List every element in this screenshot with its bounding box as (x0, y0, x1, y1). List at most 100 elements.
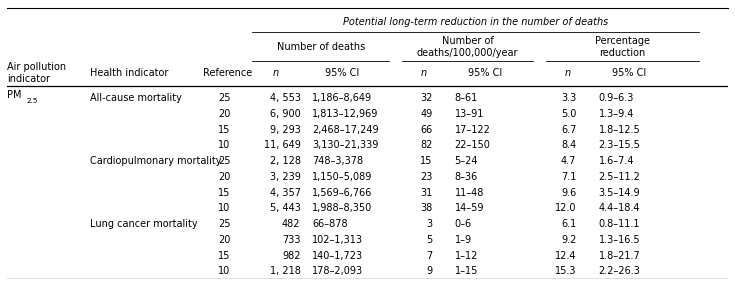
Text: 1.8–21.7: 1.8–21.7 (599, 251, 640, 261)
Text: 25: 25 (218, 93, 231, 103)
Text: 13–91: 13–91 (455, 109, 484, 119)
Text: 982: 982 (282, 251, 301, 261)
Text: 0.8–11.1: 0.8–11.1 (599, 219, 640, 229)
Text: 12.0: 12.0 (555, 203, 576, 213)
Text: Cardiopulmonary mortality: Cardiopulmonary mortality (90, 156, 222, 166)
Text: 15: 15 (420, 156, 432, 166)
Text: 6, 900: 6, 900 (270, 109, 301, 119)
Text: 102–1,313: 102–1,313 (312, 235, 363, 245)
Text: 2, 128: 2, 128 (270, 156, 301, 166)
Text: 22–150: 22–150 (455, 140, 490, 150)
Text: 7.1: 7.1 (561, 172, 576, 182)
Text: Reference: Reference (204, 68, 253, 78)
Text: 1,569–6,766: 1,569–6,766 (312, 188, 373, 198)
Text: PM: PM (7, 90, 22, 100)
Text: 2.2–26.3: 2.2–26.3 (599, 266, 641, 276)
Text: $n$: $n$ (271, 68, 279, 78)
Text: 5: 5 (426, 235, 432, 245)
Text: Number of
deaths/100,000/year: Number of deaths/100,000/year (417, 36, 518, 58)
Text: 12.4: 12.4 (555, 251, 576, 261)
Text: 4.7: 4.7 (561, 156, 576, 166)
Text: 3, 239: 3, 239 (270, 172, 301, 182)
Text: 20: 20 (218, 235, 231, 245)
Text: 1,813–12,969: 1,813–12,969 (312, 109, 379, 119)
Text: 25: 25 (218, 219, 231, 229)
Text: 49: 49 (420, 109, 432, 119)
Text: 748–3,378: 748–3,378 (312, 156, 363, 166)
Text: 7: 7 (426, 251, 432, 261)
Text: 8–36: 8–36 (455, 172, 478, 182)
Text: 3.3: 3.3 (561, 93, 576, 103)
Text: 1–15: 1–15 (455, 266, 478, 276)
Text: 10: 10 (218, 266, 231, 276)
Text: 2,468–17,249: 2,468–17,249 (312, 125, 379, 135)
Text: 178–2,093: 178–2,093 (312, 266, 363, 276)
Text: 3: 3 (426, 219, 432, 229)
Text: Potential long-term reduction in the number of deaths: Potential long-term reduction in the num… (343, 17, 608, 27)
Text: 8–61: 8–61 (455, 93, 478, 103)
Text: 1,186–8,649: 1,186–8,649 (312, 93, 372, 103)
Text: 1, 218: 1, 218 (270, 266, 301, 276)
Text: 8.4: 8.4 (561, 140, 576, 150)
Text: 6.7: 6.7 (561, 125, 576, 135)
Text: 2.5–11.2: 2.5–11.2 (599, 172, 641, 182)
Text: 140–1,723: 140–1,723 (312, 251, 363, 261)
Text: 1.3–9.4: 1.3–9.4 (599, 109, 634, 119)
Text: 9.6: 9.6 (561, 188, 576, 198)
Text: 1.3–16.5: 1.3–16.5 (599, 235, 640, 245)
Text: 20: 20 (218, 109, 231, 119)
Text: Number of deaths: Number of deaths (276, 42, 365, 52)
Text: 1,150–5,089: 1,150–5,089 (312, 172, 373, 182)
Text: 4, 357: 4, 357 (270, 188, 301, 198)
Text: 482: 482 (282, 219, 301, 229)
Text: 15: 15 (218, 125, 231, 135)
Text: 9.2: 9.2 (561, 235, 576, 245)
Text: 20: 20 (218, 172, 231, 182)
Text: All-cause mortality: All-cause mortality (90, 93, 182, 103)
Text: $n$: $n$ (420, 68, 428, 78)
Text: 38: 38 (420, 203, 432, 213)
Text: 10: 10 (218, 203, 231, 213)
Text: 10: 10 (218, 140, 231, 150)
Text: 2.3–15.5: 2.3–15.5 (599, 140, 641, 150)
Text: 15.3: 15.3 (555, 266, 576, 276)
Text: 4, 553: 4, 553 (270, 93, 301, 103)
Text: 95% CI: 95% CI (467, 68, 502, 78)
Text: 9: 9 (426, 266, 432, 276)
Text: 3.5–14.9: 3.5–14.9 (599, 188, 640, 198)
Text: 15: 15 (218, 251, 231, 261)
Text: 1.8–12.5: 1.8–12.5 (599, 125, 640, 135)
Text: 82: 82 (420, 140, 432, 150)
Text: 1,988–8,350: 1,988–8,350 (312, 203, 373, 213)
Text: 23: 23 (420, 172, 432, 182)
Text: 31: 31 (420, 188, 432, 198)
Text: Health indicator: Health indicator (90, 68, 168, 78)
Text: 66–878: 66–878 (312, 219, 348, 229)
Text: Percentage
reduction: Percentage reduction (595, 36, 650, 58)
Text: 32: 32 (420, 93, 432, 103)
Text: 5, 443: 5, 443 (270, 203, 301, 213)
Text: 95% CI: 95% CI (325, 68, 359, 78)
Text: 66: 66 (420, 125, 432, 135)
Text: 6.1: 6.1 (561, 219, 576, 229)
Text: 4.4–18.4: 4.4–18.4 (599, 203, 640, 213)
Text: 11–48: 11–48 (455, 188, 484, 198)
Text: 95% CI: 95% CI (612, 68, 646, 78)
Text: 1.6–7.4: 1.6–7.4 (599, 156, 634, 166)
Text: 2.5: 2.5 (26, 98, 37, 104)
Text: 733: 733 (282, 235, 301, 245)
Text: 9, 293: 9, 293 (270, 125, 301, 135)
Text: 15: 15 (218, 188, 231, 198)
Text: 1–9: 1–9 (455, 235, 472, 245)
Text: 5.0: 5.0 (561, 109, 576, 119)
Text: 1–12: 1–12 (455, 251, 478, 261)
Text: 11, 649: 11, 649 (264, 140, 301, 150)
Text: 0–6: 0–6 (455, 219, 472, 229)
Text: Air pollution
indicator: Air pollution indicator (7, 62, 66, 85)
Text: 5–24: 5–24 (455, 156, 478, 166)
Text: Lung cancer mortality: Lung cancer mortality (90, 219, 198, 229)
Text: 17–122: 17–122 (455, 125, 490, 135)
Text: 14–59: 14–59 (455, 203, 484, 213)
Text: 25: 25 (218, 156, 231, 166)
Text: 3,130–21,339: 3,130–21,339 (312, 140, 379, 150)
